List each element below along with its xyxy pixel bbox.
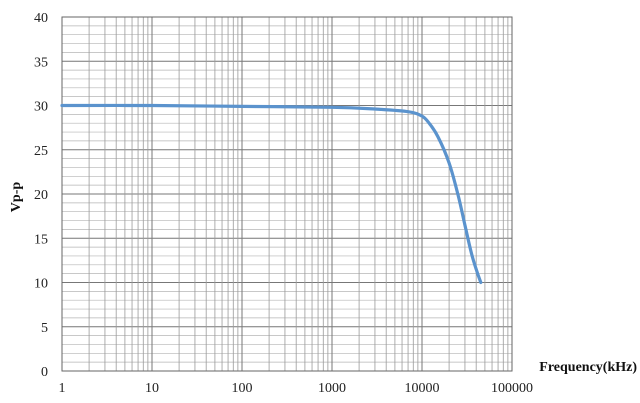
y-tick-label: 15 [34,232,48,247]
series-group [60,103,483,285]
x-tick-label: 1 [59,381,66,396]
y-tick-labels: 0 5 10 15 20 25 30 35 40 [34,11,48,380]
y-tick-label: 20 [34,188,48,203]
series-line [60,103,483,285]
x-tick-label: 10 [145,381,159,396]
y-tick-label: 35 [34,55,48,70]
y-tick-label: 0 [41,365,48,380]
x-tick-label: 100000 [491,381,533,396]
x-tick-labels: 1 10 100 1000 10000 100000 [59,381,534,396]
y-tick-label: 25 [34,144,48,159]
y-tick-label: 40 [34,11,48,26]
plot-frame [61,16,513,372]
x-axis-title: Frequency(kHz) [539,360,637,375]
y-tick-label: 5 [41,321,48,336]
y-tick-label: 10 [34,277,48,292]
x-tick-label: 100 [232,381,253,396]
x-tick-label: 10000 [405,381,440,396]
y-axis-title: Vp-p [9,182,24,213]
x-tick-label: 1000 [318,381,346,396]
grid-lines [61,16,513,372]
y-tick-label: 30 [34,100,48,115]
